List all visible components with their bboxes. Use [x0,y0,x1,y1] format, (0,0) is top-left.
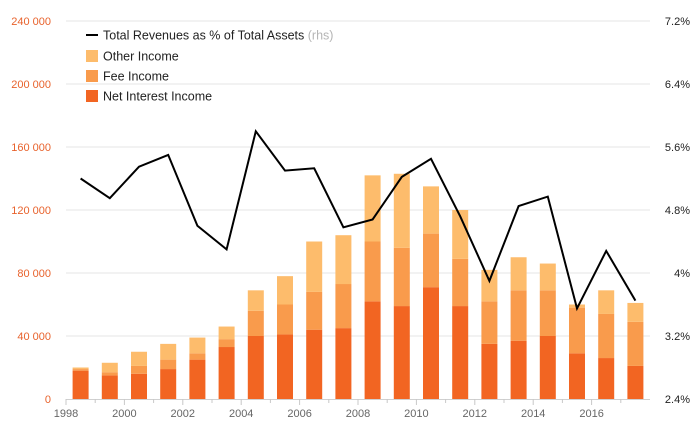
bar-fee-income [539,290,556,336]
x-tick-label: 1998 [54,408,78,420]
bar-fee-income [160,359,177,370]
bar-net-interest-income [510,340,527,399]
bar-net-interest-income [569,353,585,399]
y-right-tick-label: 4% [674,268,690,280]
series-line-revenues-pct-assets [80,129,637,312]
bar-net-interest-income [627,365,644,399]
y-left-tick-label: 0 [45,394,51,406]
legend-label: Other Income [103,50,179,64]
y-right-tick-label: 2.4% [665,394,690,406]
bar-other-income [306,241,323,292]
legend-swatch-box [86,90,98,102]
bar-other-income [598,290,615,314]
bar-fee-income [627,321,644,366]
bar-net-interest-income [189,359,206,399]
y-left-tick-label: 40 000 [17,331,51,343]
bar-fee-income [393,247,410,307]
bar-net-interest-income [160,369,177,399]
bar-fee-income [101,372,118,376]
bar-other-income [72,367,89,370]
bar-net-interest-income [539,336,556,399]
bar-net-interest-income [101,375,118,399]
legend-swatch-box [86,70,98,82]
y-right-tick-label: 7.2% [665,16,690,28]
y-left-tick-label: 240 000 [11,16,51,28]
bar-net-interest-income [277,334,293,399]
y-right-tick-label: 4.8% [665,205,690,217]
bar-other-income [277,276,293,305]
bar-fee-income [510,290,527,341]
bar-other-income [160,343,177,360]
bar-fee-income [189,353,206,360]
bar-net-interest-income [598,358,615,399]
legend-label: Fee Income [103,70,169,84]
bar-fee-income [218,339,235,348]
bar-fee-income [306,291,323,330]
bar-fee-income [423,233,439,288]
bar-fee-income [335,284,352,329]
bar-other-income [481,269,498,302]
bar-fee-income [481,301,498,344]
bar-net-interest-income [131,373,147,399]
bar-other-income [510,257,527,291]
x-tick-label: 2012 [463,408,487,420]
bar-net-interest-income [364,301,381,399]
bar-fee-income [277,304,293,335]
bar-other-income [335,235,352,285]
legend-swatch-box [86,50,98,62]
y-left-tick-label: 160 000 [11,142,51,154]
x-tick-label: 2008 [346,408,370,420]
bar-net-interest-income [452,306,469,399]
x-tick-label: 2000 [112,408,136,420]
grid-layer [66,20,650,337]
bar-net-interest-income [481,343,498,399]
x-tick-label: 2010 [404,408,428,420]
bar-fee-income [598,313,615,359]
x-tick-label: 2006 [287,408,311,420]
bar-net-interest-income [393,306,410,399]
bar-fee-income [452,258,469,307]
x-tick-label: 2016 [579,408,603,420]
legend-layer: Total Revenues as % of Total Assets (rhs… [86,29,333,104]
x-tick-label: 2002 [171,408,195,420]
bar-net-interest-income [335,328,352,399]
x-tick-label: 2004 [229,408,253,420]
bar-other-income [364,175,381,242]
bar-net-interest-income [247,336,264,399]
bar-fee-income [247,310,264,336]
x-tick-label: 2014 [521,408,545,420]
y-left-tick-label: 80 000 [17,268,51,280]
bar-fee-income [569,307,585,354]
bar-other-income [247,290,264,311]
bar-other-income [539,263,556,291]
bar-other-income [218,326,235,340]
bar-fee-income [364,241,381,302]
bar-other-income [189,337,206,354]
bar-other-income [131,351,147,366]
bar-other-income [452,210,469,259]
y-right-tick-label: 5.6% [665,142,690,154]
bar-net-interest-income [423,287,439,399]
bar-net-interest-income [218,347,235,399]
y-left-tick-label: 120 000 [11,205,51,217]
axis-layer: 0 40 000 80 000 120 000 160 000 200 000 240 00… [11,16,690,420]
y-right-tick-label: 6.4% [665,79,690,91]
bar-layer [72,173,644,399]
legend-label: Total Revenues as % of Total Assets (rhs… [103,29,333,43]
bar-other-income [393,173,410,248]
legend-label-suffix: (rhs) [304,29,333,43]
y-right-tick-label: 3.2% [665,331,690,343]
bar-other-income [627,302,644,322]
bar-fee-income [72,369,89,371]
bar-other-income [423,186,439,234]
bar-other-income [101,362,118,373]
line-layer [80,129,637,312]
bar-fee-income [131,365,147,374]
bar-net-interest-income [72,370,89,399]
legend-label: Net Interest Income [103,90,212,104]
y-left-tick-label: 200 000 [11,79,51,91]
bar-net-interest-income [306,329,323,399]
